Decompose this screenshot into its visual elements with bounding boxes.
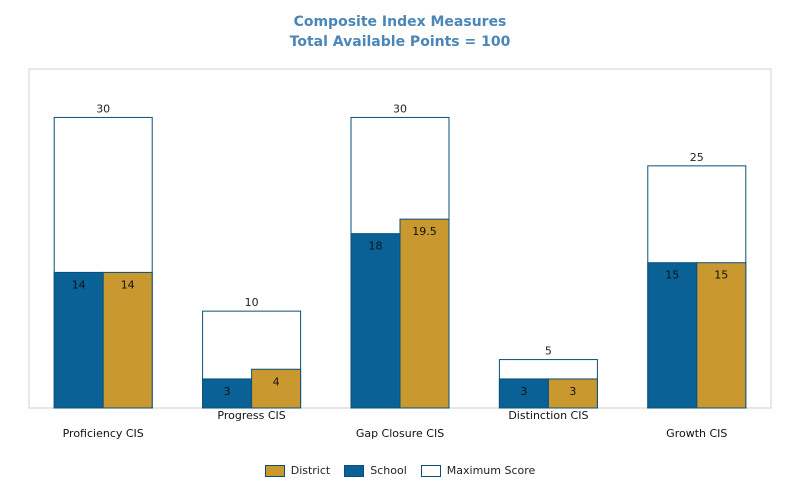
legend-item-maximum-score: Maximum Score: [420, 464, 536, 477]
legend-label-maximum-score: Maximum Score: [446, 464, 536, 477]
legend-swatch-district: [264, 464, 285, 477]
school-value-label-gap-closure-cis: 18: [369, 240, 383, 253]
district-bar-progress-cis: [251, 368, 302, 409]
max-score-label-progress-cis: 10: [245, 296, 259, 309]
district-bar-proficiency-cis: [102, 271, 153, 409]
max-score-label-growth-cis: 25: [690, 151, 704, 164]
legend: District School Maximum Score: [0, 464, 800, 477]
school-bar-distinction-cis: [498, 378, 549, 409]
school-value-label-proficiency-cis: 14: [72, 278, 86, 291]
school-bar-growth-cis: [647, 262, 698, 409]
school-bar-proficiency-cis: [53, 271, 104, 409]
school-value-label-distinction-cis: 3: [520, 385, 527, 398]
category-label-growth-cis: Growth CIS: [666, 427, 727, 440]
category-label-proficiency-cis: Proficiency CIS: [63, 427, 144, 440]
school-bar-progress-cis: [202, 378, 253, 409]
district-bar-growth-cis: [696, 262, 747, 409]
legend-swatch-school: [344, 464, 365, 477]
category-label-distinction-cis: Distinction CIS: [508, 409, 588, 422]
district-bar-distinction-cis: [547, 378, 598, 409]
school-value-label-growth-cis: 15: [665, 269, 679, 282]
legend-item-school: School: [344, 464, 407, 477]
legend-label-school: School: [370, 464, 407, 477]
category-label-gap-closure-cis: Gap Closure CIS: [356, 427, 444, 440]
legend-swatch-maximum-score: [420, 464, 441, 477]
max-score-label-proficiency-cis: 30: [96, 102, 110, 115]
school-bar-gap-closure-cis: [350, 233, 401, 409]
chart-title: Composite Index Measures: [293, 14, 507, 30]
max-score-label-distinction-cis: 5: [545, 345, 552, 358]
district-bar-gap-closure-cis: [399, 218, 450, 409]
max-score-label-gap-closure-cis: 30: [393, 102, 407, 115]
chart-subtitle: Total Available Points = 100: [289, 34, 511, 50]
category-label-progress-cis: Progress CIS: [217, 409, 285, 422]
district-value-label-proficiency-cis: 14: [121, 278, 135, 291]
legend-item-district: District: [264, 464, 331, 477]
district-value-label-progress-cis: 4: [273, 375, 280, 388]
legend-label-district: District: [290, 464, 331, 477]
school-value-label-progress-cis: 3: [224, 385, 231, 398]
district-value-label-growth-cis: 15: [714, 269, 728, 282]
district-value-label-gap-closure-cis: 19.5: [412, 225, 437, 238]
district-value-label-distinction-cis: 3: [569, 385, 576, 398]
